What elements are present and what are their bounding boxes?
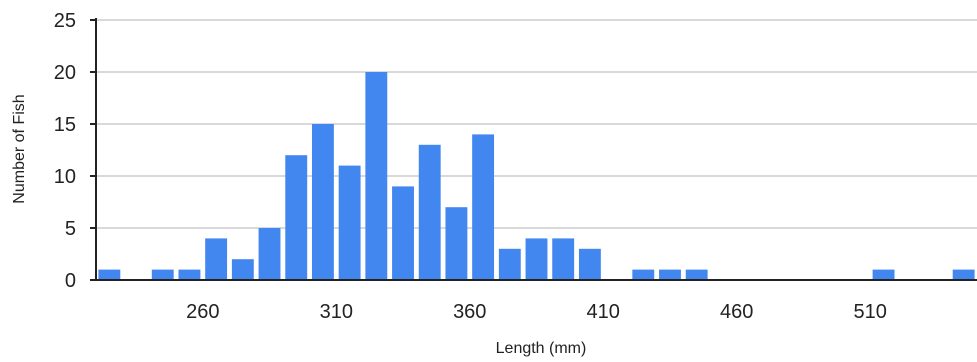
x-tick-label: 410	[587, 301, 620, 323]
x-tick-label: 260	[186, 301, 219, 323]
bar	[659, 269, 681, 280]
bar	[365, 72, 388, 280]
gridlines	[96, 19, 977, 229]
bars	[98, 72, 975, 280]
bar	[578, 248, 601, 280]
bar	[392, 186, 414, 280]
bar	[952, 269, 975, 280]
bar	[205, 238, 228, 280]
bar	[872, 269, 895, 280]
bar	[338, 165, 361, 280]
bar	[231, 259, 254, 280]
bar	[418, 144, 441, 280]
bar	[632, 269, 655, 280]
y-tick-label: 20	[54, 62, 76, 84]
bar	[498, 248, 521, 280]
x-tick-label: 510	[854, 301, 887, 323]
y-tick-label: 25	[54, 10, 76, 32]
bar	[98, 269, 121, 280]
x-tick-label: 310	[320, 301, 353, 323]
bar	[445, 207, 468, 280]
bar	[525, 238, 548, 280]
y-tick-labels: 0 5 10 15 20 25	[54, 10, 76, 292]
x-tick-labels: 260 310 360 410 460 510	[186, 301, 887, 323]
x-tick-label: 360	[453, 301, 486, 323]
bar	[151, 269, 174, 280]
y-tick-label: 10	[54, 166, 76, 188]
y-axis-title: Number of Fish	[11, 94, 28, 203]
bar	[258, 228, 281, 280]
axes	[90, 18, 977, 281]
bar	[285, 155, 308, 280]
x-tick-label: 460	[720, 301, 753, 323]
y-tick-label: 5	[65, 218, 76, 240]
bar	[472, 134, 495, 280]
bar	[178, 269, 201, 280]
y-tick-label: 15	[54, 114, 76, 136]
bar	[685, 269, 708, 280]
bar	[311, 124, 334, 280]
x-axis-title: Length (mm)	[496, 340, 587, 357]
bar	[552, 238, 575, 280]
y-tick-label: 0	[65, 270, 76, 292]
